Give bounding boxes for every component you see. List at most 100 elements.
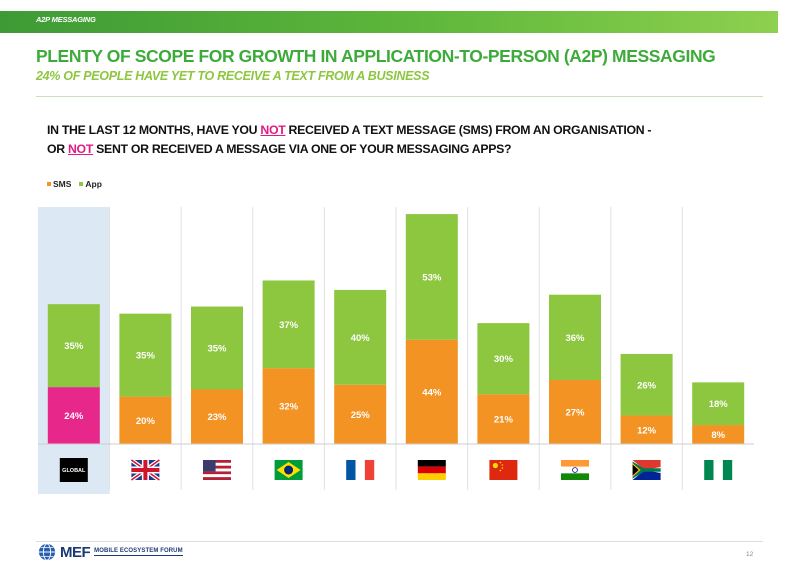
south-africa-flag-icon [632,461,661,479]
bar-app [692,382,745,426]
france-flag-icon [364,460,375,480]
bar-app [47,304,100,388]
global-label: GLOBAL [62,468,86,474]
footer-divider [36,541,763,542]
question-text: SENT OR RECEIVED A MESSAGE VIA ONE OF YO… [93,142,512,156]
data-label-app: 30% [494,354,514,365]
bar-app [191,306,243,390]
bar-sms [334,384,387,444]
data-label-app: 35% [207,344,227,355]
south-africa-flag-icon [632,460,661,470]
legend-swatch-app [79,182,84,186]
bar-sms [191,389,243,444]
section-label: A2P MESSAGING [36,15,96,24]
india-flag-icon [561,466,589,474]
bar-app [119,313,172,397]
france-flag-icon [346,460,356,480]
data-label-sms: 12% [637,425,657,436]
germany-flag-icon [417,473,446,480]
data-label-sms: 20% [136,416,156,427]
data-label-sms: 32% [279,402,299,413]
usa-flag-icon [203,460,216,472]
question-emphasis: NOT [67,142,94,156]
question-text: OR [47,142,68,156]
data-label-sms: 8% [711,430,725,441]
slide-subtitle: 24% OF PEOPLE HAVE YET TO RECEIVE A TEXT… [36,69,430,83]
chart-legend: SMS App [47,179,102,189]
bar-app [477,323,530,395]
india-flag-icon [561,473,589,480]
usa-flag-icon [203,474,231,478]
south-africa-flag-icon [632,470,661,480]
data-label-sms: 23% [207,412,227,423]
data-label-sms: 25% [351,410,371,421]
logo-text: MEF [60,543,91,561]
france-flag-icon [355,460,365,480]
india-flag-icon [561,460,589,467]
legend-item-sms: SMS [47,179,71,189]
legend-label-app: App [85,179,102,189]
bar-sms [620,415,673,444]
china-flag-icon [489,460,518,480]
data-label-sms: 44% [422,387,442,398]
bar-sms [262,368,315,444]
legend-swatch-sms [47,182,51,186]
bar-app [262,280,315,369]
germany-flag-icon [417,466,446,474]
china-flag-icon [501,467,504,469]
page-number: 12 [746,551,754,558]
usa-flag-icon [203,460,231,463]
bar-sms [692,425,745,444]
section-header-bar: A2P MESSAGING [0,11,778,33]
bar-app [549,294,601,381]
legend-item-app: App [79,179,102,189]
usa-flag-icon [203,468,231,472]
logo-subtext: MOBILE ECOSYSTEM FORUM [94,548,183,556]
survey-question: IN THE LAST 12 MONTHS, HAVE YOU NOT RECE… [47,121,747,159]
data-label-app: 18% [709,399,729,410]
bar-sms [477,394,530,444]
china-flag-icon [499,469,502,472]
china-flag-icon [492,462,498,469]
india-flag-icon [572,467,578,473]
data-label-app: 36% [565,333,585,344]
nigeria-flag-icon [722,460,733,480]
global-icon [59,458,88,482]
globe-icon [38,543,56,561]
bar-app [405,214,458,340]
data-label-app: 40% [351,333,371,344]
usa-flag-icon [203,477,231,480]
usa-flag-icon [203,471,231,475]
question-text: RECEIVED A TEXT MESSAGE (SMS) FROM AN OR… [285,123,652,137]
data-label-app: 35% [136,351,156,362]
bar-app [334,289,387,385]
usa-flag-icon [203,465,231,469]
bar-app [620,353,673,416]
china-flag-icon [501,464,504,466]
uk-flag-icon [131,468,160,472]
germany-flag-icon [417,460,446,467]
bar-sms [549,380,601,444]
south-africa-flag-icon [632,464,639,476]
nigeria-flag-icon [713,460,723,480]
data-label-app: 53% [422,272,442,283]
bar-sms [47,387,100,444]
mef-logo: MEF MOBILE ECOSYSTEM FORUM [38,543,183,561]
china-flag-icon [499,461,502,464]
data-label-app: 35% [64,341,84,352]
question-text: IN THE LAST 12 MONTHS, HAVE YOU [47,123,261,137]
data-label-sms: 27% [565,408,585,419]
brazil-flag-icon [284,465,294,475]
question-emphasis: NOT [260,123,286,137]
data-label-app: 26% [637,380,657,391]
legend-label-sms: SMS [53,179,72,189]
slide-title: PLENTY OF SCOPE FOR GROWTH IN APPLICATIO… [36,46,716,66]
title-divider [36,96,763,97]
data-label-sms: 24% [64,411,84,422]
data-label-sms: 21% [494,415,514,426]
nigeria-flag-icon [704,460,714,480]
data-label-app: 37% [279,320,299,331]
bar-sms [119,396,172,444]
usa-flag-icon [203,462,231,466]
